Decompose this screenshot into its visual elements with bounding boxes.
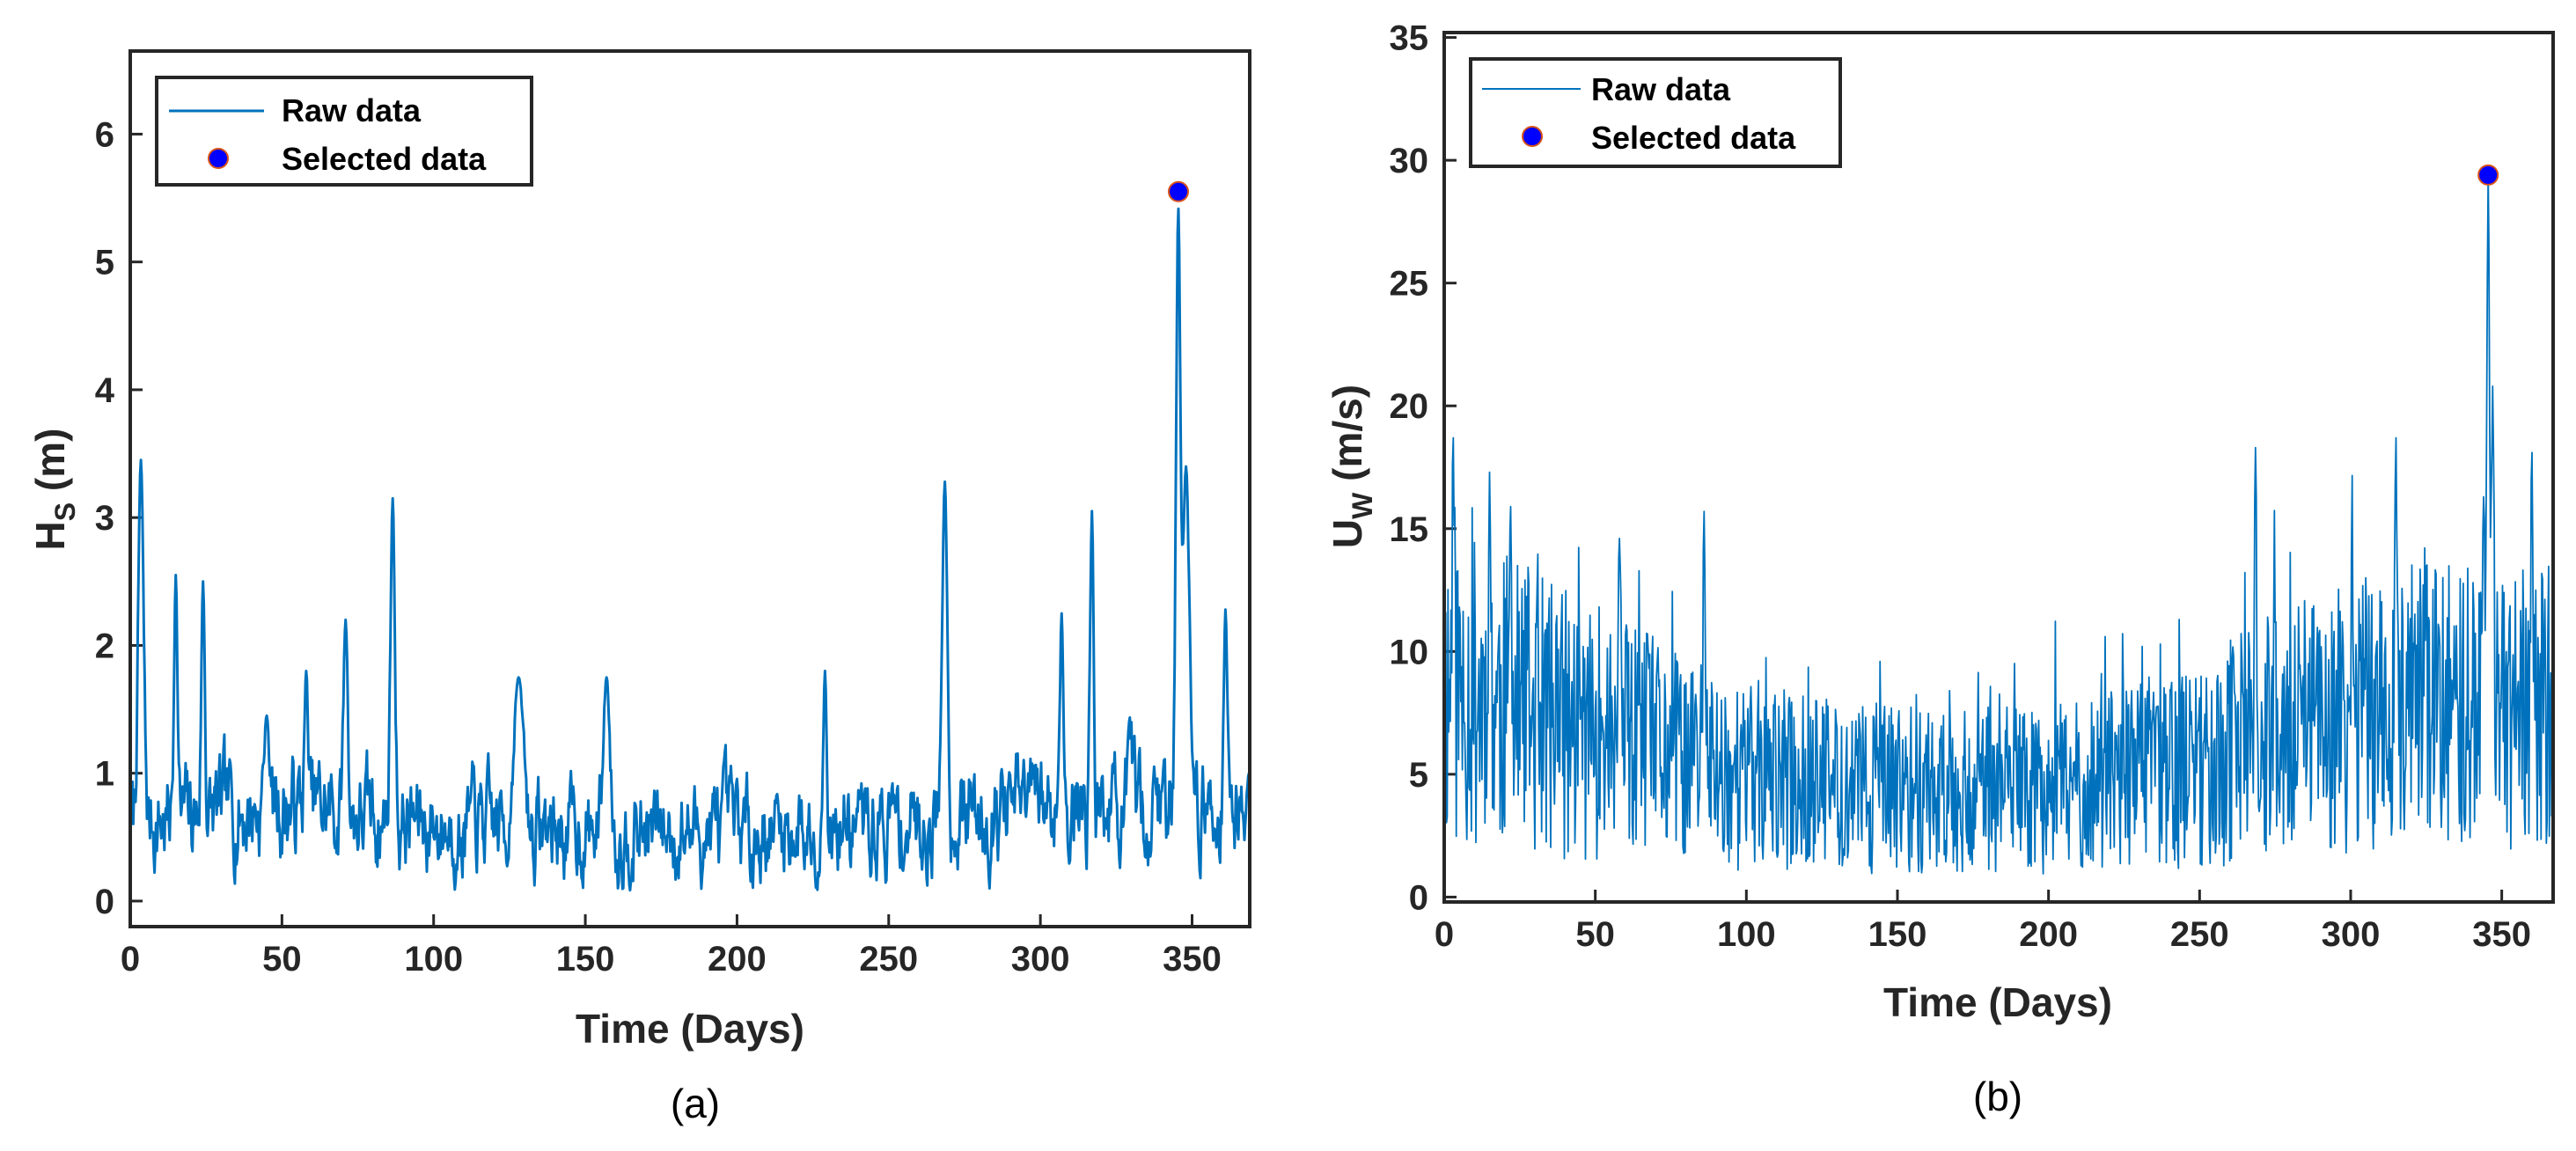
x-tick-label-b: 300	[2322, 915, 2381, 954]
legend-b: Raw data Selected data	[1469, 57, 1842, 168]
legend-a: Raw data Selected data	[155, 76, 533, 187]
caption-b: (b)	[1973, 1074, 2022, 1119]
y-tick-label-a: 2	[95, 627, 114, 665]
x-tick-label-b: 0	[1435, 915, 1454, 954]
x-tick-label-b: 350	[2472, 915, 2531, 954]
y-tick-label-b: 25	[1390, 265, 1429, 304]
y-axis-label-a: HS (m)	[27, 429, 81, 551]
y-tick-label-b: 30	[1390, 142, 1429, 180]
y-tick-label-b: 0	[1409, 878, 1428, 917]
y-tick-label-a: 0	[95, 883, 114, 921]
y-tick-label-b: 35	[1390, 19, 1429, 58]
legend-label-raw-a: Raw data	[282, 92, 422, 128]
x-tick-label-a: 100	[404, 940, 463, 979]
x-tick-label-b: 250	[2170, 915, 2229, 954]
legend-label-raw-b: Raw data	[1591, 71, 1731, 107]
x-tick-label-a: 50	[262, 940, 302, 979]
caption-a: (a)	[671, 1081, 720, 1126]
selected-data-point-b	[2477, 164, 2499, 186]
legend-marker-swatch-a	[208, 148, 229, 169]
x-tick-label-b: 50	[1575, 915, 1615, 954]
axes-box-b	[1442, 31, 2555, 904]
y-axis-label-b: UW (m/s)	[1325, 385, 1378, 548]
x-tick-label-a: 0	[121, 940, 140, 979]
raw-data-line-b	[1443, 174, 2554, 875]
x-tick-label-b: 100	[1717, 915, 1776, 954]
x-tick-label-a: 150	[556, 940, 615, 979]
legend-marker-swatch-b	[1522, 126, 1543, 147]
x-tick-label-a: 250	[859, 940, 918, 979]
y-tick-label-a: 5	[95, 244, 114, 282]
chart-panel-b: 0 5 10 15 20 25 30 35 0 50 100 150 200 250 300 350 Raw…	[1325, 19, 2555, 1119]
x-tick-label-a: 200	[708, 940, 767, 979]
y-tick-label-b: 15	[1390, 510, 1429, 549]
chart-panel-a: 0 1 2 3 4 5 6 0 50 100 150 200 250 300 350 Raw data S…	[27, 49, 1251, 1126]
y-tick-label-b: 5	[1409, 756, 1428, 795]
selected-data-point-a	[1167, 180, 1189, 202]
raw-data-line-a	[128, 207, 1251, 892]
legend-label-selected-a: Selected data	[282, 141, 487, 177]
legend-box-b	[1469, 57, 1842, 168]
legend-label-selected-b: Selected data	[1591, 120, 1796, 156]
y-tick-label-a: 1	[95, 755, 114, 794]
y-tick-label-b: 10	[1390, 633, 1429, 671]
x-tick-label-a: 300	[1011, 940, 1070, 979]
y-tick-label-a: 4	[95, 371, 115, 410]
y-tick-label-a: 3	[95, 499, 114, 538]
axes-box-a	[128, 49, 1251, 928]
x-tick-label-a: 350	[1163, 940, 1222, 979]
x-tick-label-b: 200	[2019, 915, 2078, 954]
y-tick-label-a: 6	[95, 115, 114, 154]
x-axis-label-b: Time (Days)	[1883, 979, 2112, 1025]
y-tick-label-b: 20	[1390, 387, 1429, 426]
x-axis-label-a: Time (Days)	[576, 1006, 804, 1052]
x-tick-label-b: 150	[1868, 915, 1927, 954]
